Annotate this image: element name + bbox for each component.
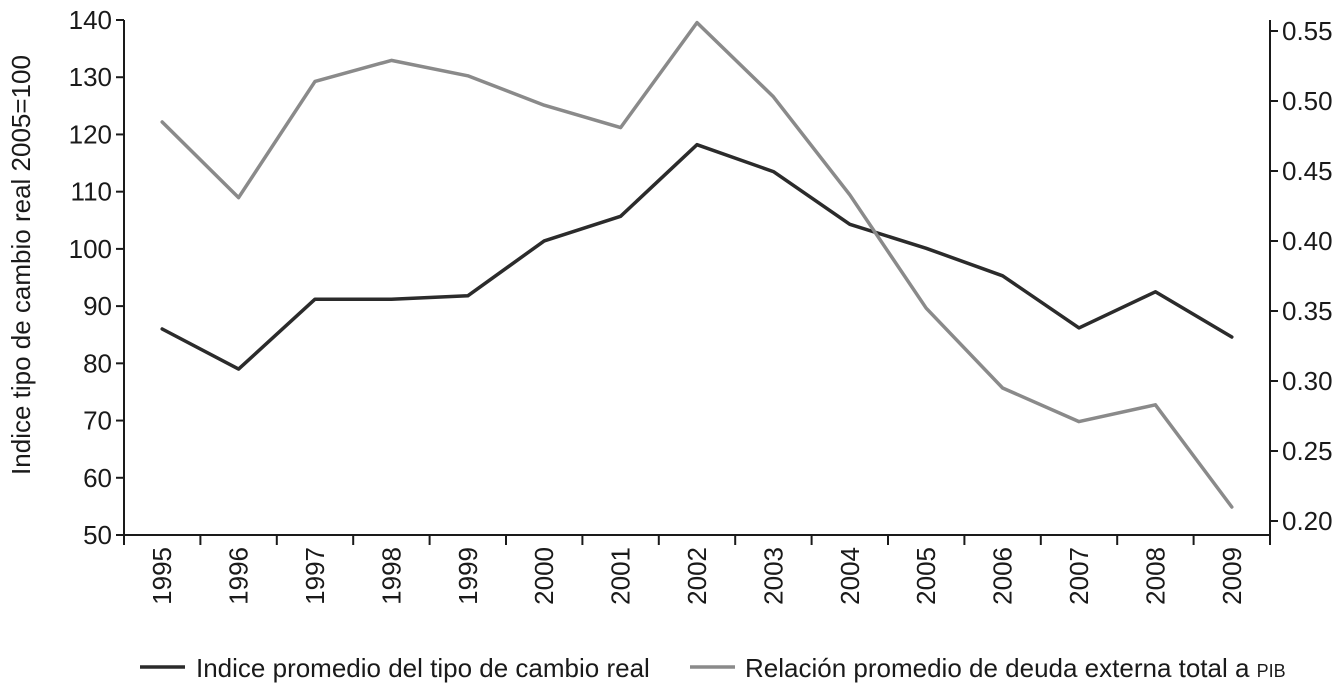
right-y-ticks: 0.20 0.25 0.30 0.35 0.40 0.45 0.50 0.55: [1270, 16, 1333, 536]
right-tick-label: 0.50: [1282, 86, 1333, 116]
x-tick-label: 1995: [147, 547, 177, 605]
legend-item-deuda: Relación promedio de deuda externa total…: [690, 653, 1286, 683]
x-tick-label: 2002: [682, 547, 712, 605]
x-tick-label: 2000: [529, 547, 559, 605]
y-axis-title: Indice tipo de cambio real 2005=100: [6, 55, 36, 475]
left-tick-label: 120: [69, 119, 112, 149]
series-line-indice: [160, 142, 1234, 371]
left-tick-label: 50: [83, 520, 112, 550]
x-tick-label: 2006: [988, 547, 1018, 605]
right-tick-label: 0.20: [1282, 506, 1333, 536]
left-tick-label: 100: [69, 234, 112, 264]
series-lines: [160, 20, 1234, 509]
left-tick-label: 130: [69, 62, 112, 92]
legend: Indice promedio del tipo de cambio real …: [140, 653, 1286, 683]
right-tick-label: 0.30: [1282, 366, 1333, 396]
x-tick-label: 1999: [453, 547, 483, 605]
x-tick-label: 2007: [1064, 547, 1094, 605]
right-tick-label: 0.55: [1282, 16, 1333, 46]
x-tick-label: 2001: [606, 547, 636, 605]
x-tick-label: 1996: [224, 547, 254, 605]
left-tick-label: 60: [83, 463, 112, 493]
x-ticks: 1995 1996 1997 1998 1999 2000 2001 2002 2003 2004…: [123, 535, 1271, 605]
x-tick-label: 2005: [911, 547, 941, 605]
left-tick-label: 70: [83, 406, 112, 436]
legend-label-deuda: Relación promedio de deuda externa total…: [745, 653, 1286, 683]
x-tick-label: 2008: [1140, 547, 1170, 605]
right-tick-label: 0.25: [1282, 436, 1333, 466]
right-tick-label: 0.40: [1282, 226, 1333, 256]
legend-label-indice: Indice promedio del tipo de cambio real: [196, 653, 650, 683]
right-tick-label: 0.35: [1282, 296, 1333, 326]
x-tick-label: 2009: [1217, 547, 1247, 605]
legend-label-deuda-pib: PIB: [1257, 661, 1286, 681]
x-tick-label: 1998: [376, 547, 406, 605]
x-tick-label: 1997: [300, 547, 330, 605]
x-tick-label: 2004: [835, 547, 865, 605]
left-tick-label: 140: [69, 5, 112, 35]
right-tick-label: 0.45: [1282, 156, 1333, 186]
left-y-ticks: 50 60 70 80 90 100 110 120 130 140: [69, 5, 124, 550]
left-tick-label: 90: [83, 291, 112, 321]
left-tick-label: 110: [71, 177, 112, 207]
legend-item-indice: Indice promedio del tipo de cambio real: [140, 653, 650, 683]
series-line-deuda: [160, 20, 1234, 509]
x-tick-label: 2003: [758, 547, 788, 605]
left-tick-label: 80: [83, 348, 112, 378]
legend-label-deuda-main: Relación promedio de deuda externa total…: [745, 653, 1257, 683]
